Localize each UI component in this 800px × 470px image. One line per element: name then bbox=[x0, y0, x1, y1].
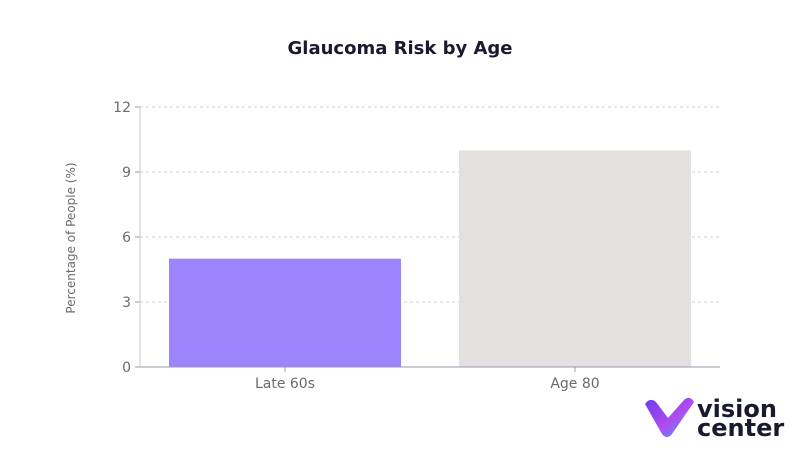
x-tick-label: Late 60s bbox=[255, 376, 315, 392]
y-tick-label: 9 bbox=[122, 165, 131, 181]
vision-center-v-logo-icon bbox=[645, 397, 694, 437]
bar bbox=[459, 150, 691, 367]
bars bbox=[169, 150, 691, 367]
y-tick-label: 3 bbox=[122, 295, 131, 311]
brand-logo: vision center bbox=[645, 395, 784, 442]
y-tick-label: 12 bbox=[113, 100, 131, 116]
y-tick-label: 6 bbox=[122, 230, 131, 246]
brand-name-line2: center bbox=[697, 414, 784, 442]
chart-title: Glaucoma Risk by Age bbox=[287, 38, 513, 59]
y-tick-label: 0 bbox=[122, 360, 131, 376]
axes: 0 3 6 9 12 Late 60s Age 80 bbox=[113, 100, 720, 392]
x-tick-label: Age 80 bbox=[550, 376, 599, 392]
brand-name-line1: vision bbox=[697, 395, 777, 423]
y-axis-title: Percentage of People (%) bbox=[64, 162, 78, 313]
bar bbox=[169, 258, 401, 367]
